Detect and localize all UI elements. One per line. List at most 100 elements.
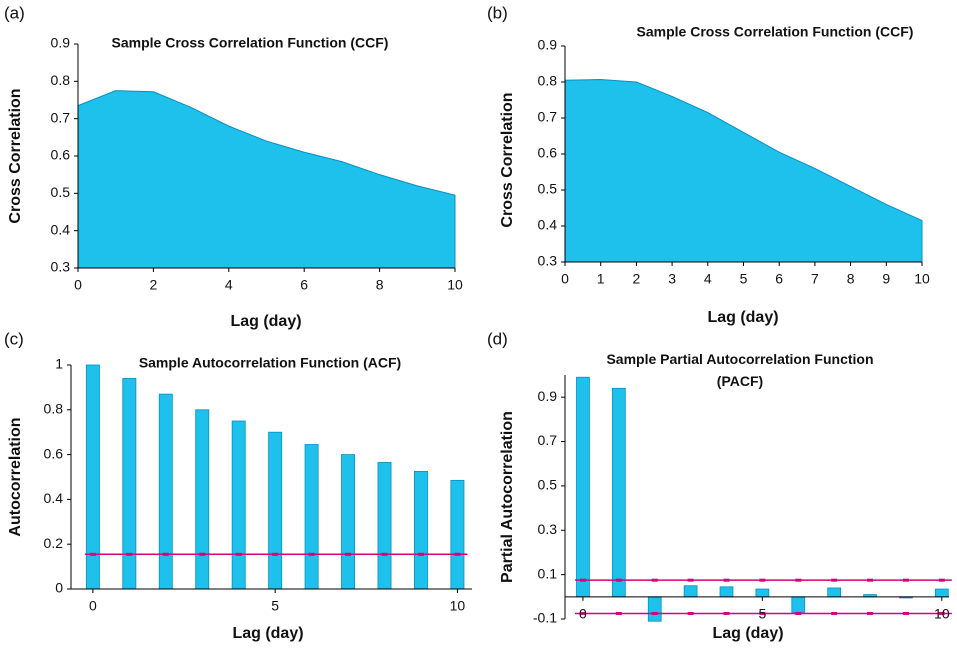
x-axis-label: Lag (day): [707, 309, 778, 326]
y-tick-label: 0.7: [51, 109, 71, 125]
chart-title: Sample Cross Correlation Function (CCF): [112, 35, 389, 51]
bound-marker: [902, 611, 909, 615]
y-tick-label: 0.4: [538, 217, 558, 233]
bar: [377, 462, 392, 590]
x-axis-label: Lag (day): [712, 625, 783, 642]
bound-marker: [795, 611, 802, 615]
bound-marker: [454, 552, 461, 556]
panel-label: (d): [487, 329, 508, 348]
bar: [158, 393, 173, 590]
title-line: (PACF): [717, 373, 763, 389]
bound-marker: [759, 611, 766, 615]
x-tick-label: 4: [225, 277, 233, 293]
area: [77, 90, 456, 269]
bound-marker: [687, 578, 694, 582]
bar: [791, 596, 806, 613]
bound-marker: [831, 611, 838, 615]
y-tick-label: 0: [55, 580, 63, 596]
chart-title: Sample Autocorrelation Function (ACF): [139, 355, 401, 371]
x-tick-label: 2: [633, 271, 641, 287]
bound-marker: [723, 578, 730, 582]
bound-marker: [759, 578, 766, 582]
y-tick-label: 0.9: [538, 388, 558, 404]
x-tick-label: 10: [450, 598, 466, 614]
bound-marker: [723, 611, 730, 615]
bound-marker: [579, 578, 586, 582]
y-tick-label: 0.9: [538, 37, 558, 53]
x-tick-label: 4: [704, 271, 712, 287]
x-tick-label: 5: [758, 606, 766, 622]
bound-marker: [272, 552, 279, 556]
y-tick-label: 0.1: [538, 565, 558, 581]
panel-label: (c): [4, 329, 24, 348]
panel-label: (a): [4, 3, 25, 22]
bar: [231, 420, 246, 590]
bar: [341, 454, 356, 590]
bound-marker: [687, 611, 694, 615]
y-tick-label: 0.3: [51, 259, 71, 275]
y-tick-label: 0.3: [538, 253, 558, 269]
x-tick-label: 7: [811, 271, 819, 287]
bar: [647, 596, 662, 622]
bound-marker: [867, 578, 874, 582]
bar: [414, 470, 428, 590]
y-tick-label: 0.4: [44, 490, 64, 506]
y-tick-label: 0.8: [538, 73, 558, 89]
bound-marker: [199, 552, 206, 556]
bound-marker: [308, 552, 315, 556]
bar: [450, 479, 465, 590]
x-tick-label: 0: [561, 271, 569, 287]
x-tick-label: 2: [150, 277, 158, 293]
y-axis-label: Partial Autocorrelation: [499, 411, 516, 583]
bound-marker: [902, 578, 909, 582]
bar: [195, 409, 210, 590]
bound-marker: [651, 611, 658, 615]
y-axis-label: Autocorrelation: [7, 417, 24, 536]
y-tick-label: 0.6: [538, 145, 558, 161]
bound-marker: [615, 578, 622, 582]
chart-title: Sample Cross Correlation Function (CCF): [637, 24, 914, 40]
y-tick-label: 0.9: [51, 35, 71, 51]
x-tick-label: 5: [740, 271, 748, 287]
x-tick-label: 6: [300, 277, 308, 293]
x-tick-label: 6: [775, 271, 783, 287]
bound-marker: [831, 578, 838, 582]
x-tick-label: 1: [597, 271, 605, 287]
bound-marker: [235, 552, 242, 556]
y-axis-label: Cross Correlation: [7, 88, 24, 223]
y-tick-label: 0.6: [44, 445, 64, 461]
bar: [268, 431, 283, 590]
x-tick-label: 0: [74, 277, 82, 293]
x-tick-label: 8: [847, 271, 855, 287]
bar: [683, 585, 698, 598]
y-tick-label: 0.5: [538, 181, 558, 197]
bar: [755, 588, 770, 598]
bound-marker: [126, 552, 133, 556]
bar: [934, 588, 949, 598]
x-axis-label: Lag (day): [232, 625, 303, 642]
chart-title: Sample Partial Autocorrelation Function (…: [606, 351, 873, 389]
y-tick-label: 0.4: [51, 221, 71, 237]
y-axis-label: Cross Correlation: [499, 92, 516, 227]
y-tick-label: 0.2: [44, 535, 64, 551]
bar: [611, 387, 626, 598]
bound-marker: [381, 552, 388, 556]
bar: [122, 378, 137, 590]
x-tick-label: 10: [914, 271, 930, 287]
bound-marker: [417, 552, 424, 556]
bound-marker: [938, 578, 945, 582]
bound-marker: [938, 611, 945, 615]
area: [564, 78, 923, 263]
x-tick-label: 0: [89, 598, 97, 614]
x-tick-label: 9: [882, 271, 890, 287]
y-tick-label: 0.8: [44, 401, 64, 417]
x-tick-label: 10: [934, 606, 950, 622]
bound-marker: [795, 578, 802, 582]
y-tick-label: 0.7: [538, 432, 558, 448]
y-tick-label: 0.7: [538, 109, 558, 125]
y-tick-label: 0.5: [538, 477, 558, 493]
y-tick-label: 1: [55, 356, 63, 372]
x-tick-label: 10: [447, 277, 463, 293]
bound-marker: [651, 578, 658, 582]
